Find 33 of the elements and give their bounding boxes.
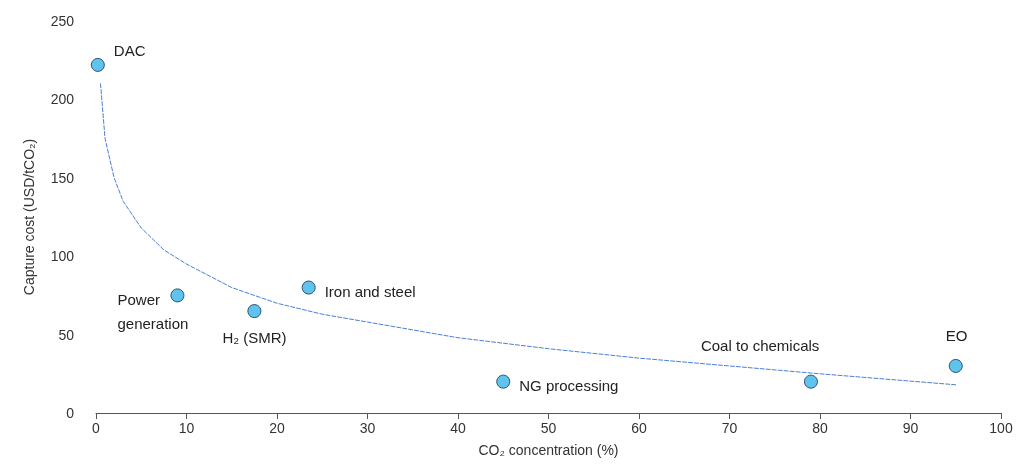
x-axis-title: CO₂ concentration (%) bbox=[478, 442, 619, 458]
point bbox=[170, 288, 185, 303]
x-tick-label: 70 bbox=[721, 420, 738, 436]
y-tick-label: 0 bbox=[66, 405, 75, 421]
point bbox=[496, 374, 511, 389]
annotation: Coal to chemicals bbox=[700, 337, 820, 355]
point bbox=[803, 374, 818, 389]
annotation: NG processing bbox=[519, 377, 619, 395]
x-tick-label: 90 bbox=[902, 420, 919, 436]
x-tick-label: 10 bbox=[178, 420, 195, 436]
y-axis-title: Capture cost (USD/tCO₂) bbox=[21, 138, 37, 296]
point bbox=[301, 280, 316, 295]
y-tick-label: 50 bbox=[58, 326, 75, 343]
annotation: Power generation bbox=[117, 290, 189, 332]
point bbox=[247, 304, 262, 319]
x-tick-label: 30 bbox=[359, 420, 376, 436]
annotation: DAC bbox=[113, 42, 146, 60]
x-tick-label: 50 bbox=[540, 420, 557, 436]
y-tick-label: 150 bbox=[50, 169, 75, 186]
y-tick-label: 200 bbox=[50, 91, 75, 108]
y-tick-label: 100 bbox=[50, 248, 75, 265]
annotation: Iron and steel bbox=[324, 283, 416, 301]
x-tick-label: 20 bbox=[269, 420, 285, 436]
x-tick-label: 60 bbox=[631, 420, 647, 436]
point bbox=[90, 57, 105, 72]
annotation: EO bbox=[945, 327, 968, 345]
x-tick-label: 40 bbox=[450, 420, 466, 436]
annotation: H₂ (SMR) bbox=[222, 328, 287, 346]
x-tick-label: 0 bbox=[92, 420, 101, 436]
x-tick-label: 80 bbox=[812, 420, 828, 436]
point bbox=[948, 358, 963, 373]
x-tick-label: 100 bbox=[989, 420, 1013, 436]
y-tick-label: 250 bbox=[50, 13, 75, 29]
